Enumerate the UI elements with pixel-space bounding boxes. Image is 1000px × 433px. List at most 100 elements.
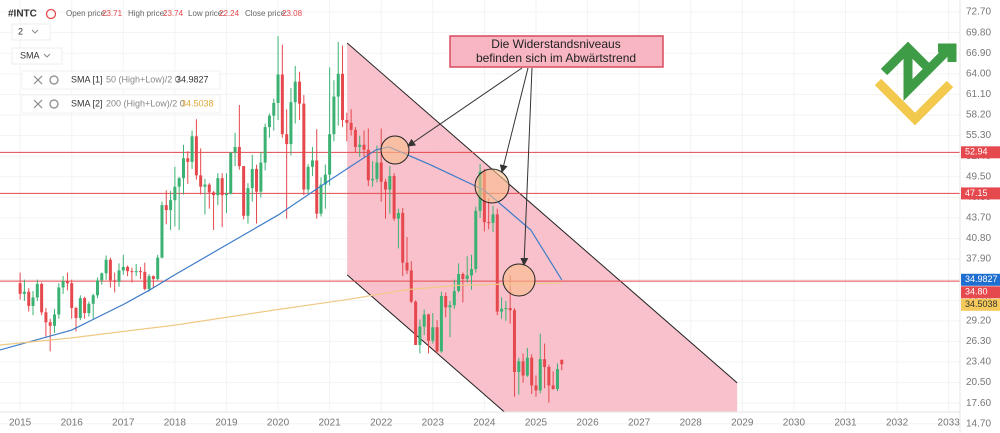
plot-area: [0, 36, 960, 412]
candle-body: [250, 168, 254, 189]
candle-body: [409, 270, 413, 302]
price-label-box: [961, 273, 1000, 286]
y-tick-label: 49.50: [966, 171, 991, 182]
candle-body: [525, 357, 529, 376]
channel-line: [346, 42, 738, 384]
legend-name: SMA [2]: [71, 98, 103, 108]
candle-body: [461, 273, 465, 279]
x-tick-label: 2032: [886, 418, 909, 429]
x-tick-label: 2024: [473, 418, 496, 429]
y-tick-label: 69.80: [966, 27, 991, 38]
candle-body: [427, 314, 431, 341]
candle-body: [216, 178, 220, 196]
candle-body: [134, 271, 138, 273]
toolbar[interactable]: 2 SMA: [11, 23, 63, 65]
candle-body: [375, 162, 379, 179]
y-tick-label: 29.20: [966, 315, 991, 326]
candle-body: [414, 301, 418, 345]
candle-body: [521, 361, 525, 376]
y-tick-label: 14.70: [966, 418, 991, 429]
x-tick-label: 2021: [319, 418, 342, 429]
price-label-box: [961, 298, 1000, 311]
x-tick-label: 2020: [267, 418, 290, 429]
high-value: 23.74: [163, 9, 184, 18]
candle-body: [156, 257, 160, 279]
candle-body: [220, 178, 224, 196]
candle-body: [517, 361, 521, 372]
sma-line: [0, 282, 562, 346]
candle-body: [224, 193, 228, 196]
candle-body: [353, 129, 357, 147]
legend-row[interactable]: [21, 70, 221, 90]
candle-body: [186, 158, 190, 162]
candle-body: [457, 273, 461, 292]
candle-body: [177, 178, 181, 187]
candle-body: [130, 271, 134, 273]
chevron: [43, 53, 51, 58]
y-tick-label: 37.90: [966, 254, 991, 265]
remove-icon[interactable]: [33, 99, 43, 109]
annotation-line: befinden sich im Abwärtstrend: [476, 51, 636, 65]
candle-body: [538, 359, 542, 391]
x-tick-label: 2026: [576, 418, 599, 429]
indicator: SMA: [20, 50, 40, 60]
legend-value: 34.9827: [176, 74, 209, 84]
candle-body: [267, 115, 271, 128]
candle-body: [422, 314, 426, 327]
legend-row[interactable]: [21, 94, 221, 114]
interval-select[interactable]: [11, 23, 51, 41]
candle-body: [121, 266, 125, 271]
candle-body: [345, 119, 349, 123]
candle-body: [388, 176, 392, 190]
candle-body: [328, 134, 332, 175]
candle-body: [341, 73, 345, 120]
indicator-select[interactable]: [11, 47, 63, 65]
candle-body: [113, 280, 117, 282]
y-tick-label: 64.00: [966, 68, 991, 79]
candle-body: [104, 259, 108, 274]
candle-body: [74, 308, 78, 319]
y-tick-label: 58.20: [966, 110, 991, 121]
x-tick-label: 2016: [61, 418, 84, 429]
candle-body: [336, 73, 340, 97]
candle-body: [194, 136, 198, 176]
candle-body: [319, 184, 323, 214]
x-tick-label: 2023: [422, 418, 445, 429]
arrow: [407, 67, 523, 147]
candle-body: [555, 369, 559, 389]
candle-body: [280, 74, 284, 135]
candle-body: [289, 102, 293, 145]
arrow: [499, 67, 529, 173]
price-label-box: [961, 286, 1000, 299]
low-label: Low price:: [188, 9, 224, 18]
candle-body: [444, 296, 448, 308]
settings-icon[interactable]: [49, 75, 59, 85]
candle-body: [418, 326, 422, 345]
candle-body: [126, 266, 130, 272]
candle-body: [362, 144, 366, 150]
candle-body: [237, 146, 241, 167]
candle-body: [44, 312, 48, 323]
candle-body: [263, 127, 267, 163]
settings-icon[interactable]: [49, 99, 59, 109]
price-label: 52.94: [965, 147, 988, 157]
candle-body: [302, 103, 306, 190]
candle-body: [40, 283, 44, 313]
candle-body: [495, 214, 499, 312]
candle-body: [207, 184, 211, 193]
annotation: Die Widerstandsniveaus befinden sich im …: [380, 35, 664, 297]
candle-body: [164, 205, 168, 211]
candle-body: [534, 385, 538, 391]
x-tick-label: 2022: [370, 418, 393, 429]
candle-body: [396, 212, 400, 219]
y-tick-label: 17.60: [966, 398, 991, 409]
candle-body: [87, 303, 91, 314]
candle-body: [366, 149, 370, 181]
candle-body: [35, 283, 39, 298]
candle-body: [169, 200, 173, 211]
close-label: Close price:: [245, 9, 287, 18]
remove-icon[interactable]: [33, 75, 43, 85]
candle-body: [431, 327, 435, 341]
candle-body: [491, 214, 495, 223]
